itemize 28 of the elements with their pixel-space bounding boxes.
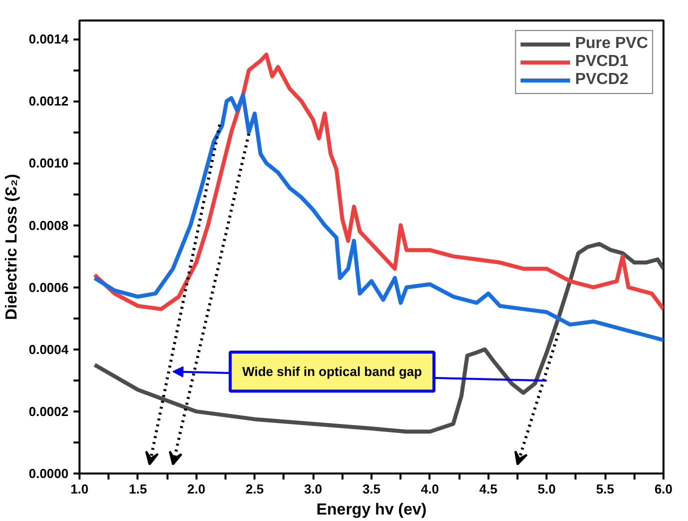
y-tick-label: 0.0008 [28,218,69,233]
x-tick-label: 3.0 [304,482,322,496]
legend-label: PVCD1 [575,53,628,71]
y-tick-label: 0.0014 [28,32,70,47]
x-tick-label: 4.0 [420,482,439,496]
y-tick-label: 0.0012 [28,94,69,109]
y-tick-label: 0.0010 [28,156,69,171]
y-tick-label: 0.0002 [28,404,69,419]
legend-label: Pure PVC [575,35,648,53]
x-tick-label: 1.5 [128,482,147,496]
y-axis-title: Dielectric Loss (Ɛ₂) [4,174,21,320]
y-tick-label: 0.0004 [28,342,70,357]
x-tick-label: 2.0 [187,482,206,496]
x-tick-label: 1.0 [70,482,89,496]
x-tick-label: 3.5 [362,482,381,496]
line-series [92,242,664,434]
x-tick-label: 5.5 [596,482,614,496]
x-tick-label: 2.5 [246,482,264,496]
y-tick-label: 0.0006 [28,280,69,295]
legend-label: PVCD2 [575,71,628,89]
line-series [92,92,664,342]
x-axis-title: Energy hv (ev) [316,502,427,518]
x-tick-label: 5.0 [538,482,556,496]
line-series [92,52,664,312]
x-tick-label: 4.5 [479,482,498,496]
x-tick-label: 6.0 [654,482,673,496]
y-tick-label: 0.0000 [28,466,69,481]
annotation: Wide shif in optical band gap [242,364,422,380]
